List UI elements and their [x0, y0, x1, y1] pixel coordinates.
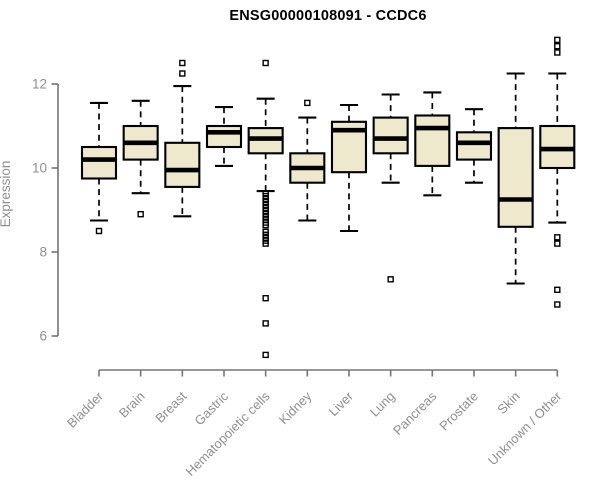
outlier-point: [137, 210, 144, 218]
x-tick-label: Breast: [152, 388, 189, 425]
outlier-point: [179, 70, 186, 77]
outlier-point: [95, 227, 103, 235]
outlier-point: [179, 59, 186, 67]
x-tick-label: Lung: [367, 389, 398, 420]
boxplot-gastric: [205, 106, 243, 167]
outlier-point: [554, 234, 561, 241]
x-tick-label: Unknown / Other: [485, 388, 565, 468]
outlier-point: [554, 301, 561, 308]
outlier-point: [262, 351, 269, 359]
iqr-box: [414, 114, 451, 167]
boxplot-liver: [330, 103, 368, 233]
boxplot-hematopoietic-cells: [247, 59, 284, 359]
outlier-point: [262, 295, 269, 302]
x-tick-label: Pancreas: [390, 388, 440, 438]
y-tick-label: 10: [32, 161, 47, 176]
outlier-point: [262, 221, 269, 229]
iqr-box: [497, 127, 534, 228]
x-tick-label: Brain: [116, 389, 148, 421]
chart-title: ENSG00000108091 - CCDC6: [229, 8, 427, 24]
x-tick-label: Liver: [326, 388, 357, 419]
boxplot-breast: [164, 59, 201, 218]
boxplot-prostate: [455, 108, 493, 184]
boxplot-brain: [122, 99, 159, 218]
iqr-box: [455, 131, 493, 161]
x-tick-label: Gastric: [191, 388, 231, 428]
outlier-point: [554, 43, 561, 50]
iqr-box: [372, 116, 409, 155]
iqr-box: [80, 145, 118, 180]
boxplot-bladder: [80, 101, 118, 235]
outlier-point: [387, 276, 394, 283]
boxplot-kidney: [289, 99, 326, 222]
x-tick-label: Bladder: [64, 388, 107, 431]
outlier-point: [554, 240, 561, 247]
boxplot-unknown-other: [539, 36, 576, 308]
iqr-box: [164, 141, 201, 188]
y-tick-label: 6: [39, 329, 47, 344]
x-tick-label: Skin: [494, 389, 522, 417]
outlier-point: [554, 49, 561, 56]
outlier-point: [304, 99, 311, 107]
outlier-point: [262, 320, 269, 327]
iqr-box: [205, 124, 243, 149]
x-tick-label: Prostate: [436, 389, 481, 434]
outlier-point: [554, 286, 561, 293]
y-tick-label: 12: [32, 77, 47, 92]
y-tick-label: 8: [39, 245, 47, 260]
boxplot-skin: [497, 72, 534, 285]
outlier-point: [262, 240, 269, 247]
y-axis: 6 8 10 12: [32, 77, 59, 344]
outlier-point: [554, 36, 561, 44]
x-tick-label: Kidney: [276, 388, 315, 427]
boxplot-pancreas: [414, 91, 451, 197]
outlier-point: [262, 59, 269, 67]
boxplot-lung: [372, 93, 409, 283]
